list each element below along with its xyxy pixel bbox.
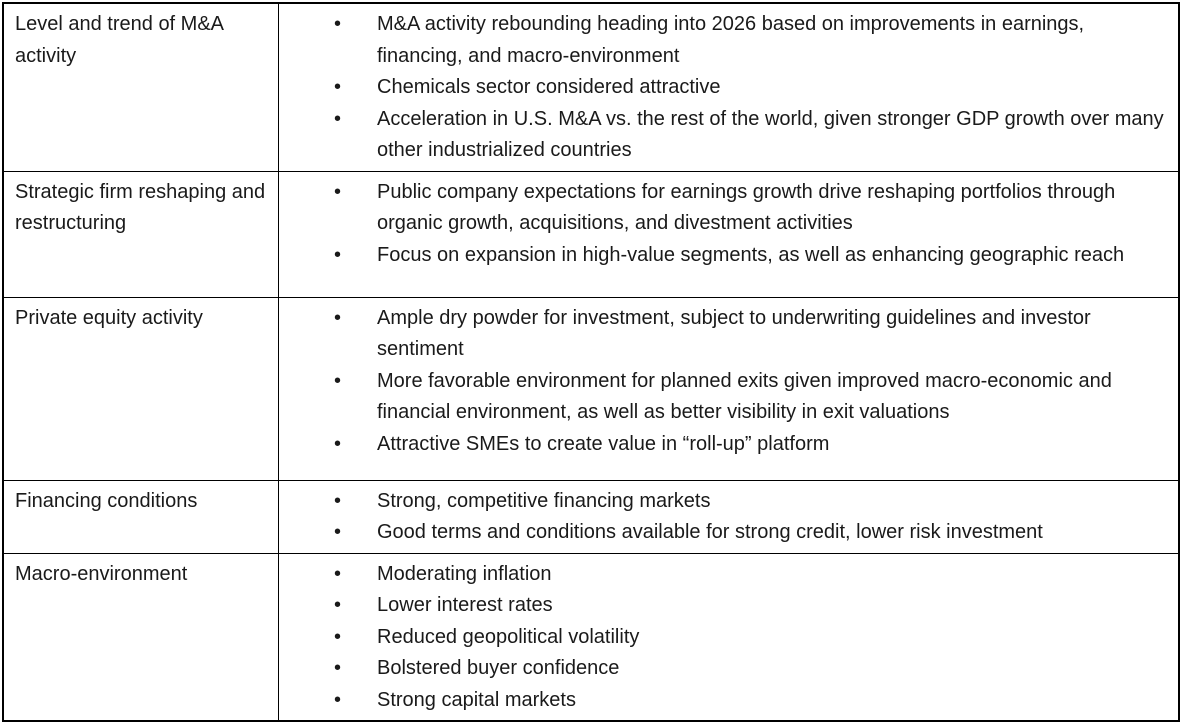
- row-label-cell: Macro-environment: [4, 553, 279, 720]
- table-row: Financing conditions • Strong, competiti…: [4, 479, 1178, 553]
- list-item: • Moderating inflation: [279, 559, 1168, 591]
- list-item: • Focus on expansion in high-value segme…: [279, 240, 1168, 272]
- table-row: Level and trend of M&A activity • M&A ac…: [4, 4, 1178, 171]
- row-label-cell: Level and trend of M&A activity: [4, 4, 279, 171]
- row-bullets-cell: • Strong, competitive financing markets …: [279, 481, 1178, 553]
- bullet-list: • Ample dry powder for investment, subje…: [279, 303, 1168, 461]
- bullet-text: Bolstered buyer confidence: [377, 657, 620, 679]
- list-item: • Ample dry powder for investment, subje…: [279, 303, 1168, 366]
- row-label: Macro-environment: [15, 562, 188, 585]
- bullet-text: Attractive SMEs to create value in “roll…: [377, 432, 830, 455]
- bullet-text: M&A activity rebounding heading into 202…: [377, 13, 1085, 67]
- bullet-icon: •: [334, 76, 342, 98]
- row-bullets-cell: • Public company expectations for earnin…: [279, 172, 1178, 297]
- bullet-text: More favorable environment for planned e…: [377, 369, 1112, 424]
- bullet-text: Acceleration in U.S. M&A vs. the rest of…: [377, 107, 1164, 162]
- list-item: • Lower interest rates: [279, 590, 1168, 622]
- row-label-cell: Private equity activity: [4, 297, 279, 480]
- row-label: Level and trend of M&A activity: [15, 13, 223, 67]
- bullet-list: • M&A activity rebounding heading into 2…: [279, 9, 1168, 167]
- row-label: Strategic firm reshaping and restructuri…: [15, 180, 266, 235]
- list-item: • More favorable environment for planned…: [279, 366, 1168, 429]
- bullet-icon: •: [334, 107, 342, 130]
- bullet-text: Good terms and conditions available for …: [377, 521, 1043, 543]
- bullet-icon: •: [334, 625, 342, 648]
- list-item: • Attractive SMEs to create value in “ro…: [279, 429, 1168, 461]
- row-bullets-cell: • M&A activity rebounding heading into 2…: [279, 4, 1178, 171]
- list-item: • Bolstered buyer confidence: [279, 653, 1168, 685]
- bullet-icon: •: [334, 521, 342, 543]
- list-item: • Strong capital markets: [279, 685, 1168, 717]
- bullet-icon: •: [334, 594, 342, 616]
- bullet-icon: •: [334, 432, 342, 455]
- table-row: Strategic firm reshaping and restructuri…: [4, 170, 1178, 297]
- bullet-list: • Moderating inflation • Lower interest …: [279, 559, 1168, 717]
- bullet-text: Ample dry powder for investment, subject…: [377, 306, 1091, 361]
- bullet-list: • Strong, competitive financing markets …: [279, 486, 1168, 549]
- row-bullets-cell: • Ample dry powder for investment, subje…: [279, 298, 1178, 480]
- bullet-text: Public company expectations for earnings…: [377, 180, 1116, 235]
- bullet-text: Reduced geopolitical volatility: [377, 625, 640, 648]
- bullet-text: Strong capital markets: [377, 688, 576, 711]
- bullet-text: Moderating inflation: [377, 562, 552, 585]
- table-row: Private equity activity • Ample dry powd…: [4, 296, 1178, 480]
- row-label-cell: Financing conditions: [4, 480, 279, 553]
- row-label-cell: Strategic firm reshaping and restructuri…: [4, 171, 279, 297]
- list-item: • Strong, competitive financing markets: [279, 486, 1168, 518]
- bullet-icon: •: [334, 243, 342, 266]
- bullet-icon: •: [334, 688, 342, 711]
- bullet-text: Chemicals sector considered attractive: [377, 76, 721, 98]
- bullet-text: Focus on expansion in high-value segment…: [377, 243, 1125, 266]
- row-label: Financing conditions: [15, 489, 198, 512]
- bullet-icon: •: [334, 489, 342, 512]
- bullet-icon: •: [334, 369, 342, 392]
- list-item: • Good terms and conditions available fo…: [279, 517, 1168, 549]
- bullet-icon: •: [334, 13, 342, 35]
- bullet-text: Lower interest rates: [377, 594, 553, 616]
- bullet-icon: •: [334, 562, 342, 585]
- list-item: • Reduced geopolitical volatility: [279, 622, 1168, 654]
- row-bullets-cell: • Moderating inflation • Lower interest …: [279, 554, 1178, 721]
- list-item: • Acceleration in U.S. M&A vs. the rest …: [279, 104, 1168, 167]
- table-row: Macro-environment • Moderating inflation…: [4, 552, 1178, 721]
- list-item: • Public company expectations for earnin…: [279, 177, 1168, 240]
- bullet-text: Strong, competitive financing markets: [377, 489, 711, 512]
- list-item: • Chemicals sector considered attractive: [279, 72, 1168, 104]
- list-item: • M&A activity rebounding heading into 2…: [279, 9, 1168, 72]
- bullet-list: • Public company expectations for earnin…: [279, 177, 1168, 272]
- bullet-icon: •: [334, 180, 342, 203]
- row-label: Private equity activity: [15, 306, 203, 329]
- bullet-icon: •: [334, 306, 342, 329]
- bullet-icon: •: [334, 657, 342, 679]
